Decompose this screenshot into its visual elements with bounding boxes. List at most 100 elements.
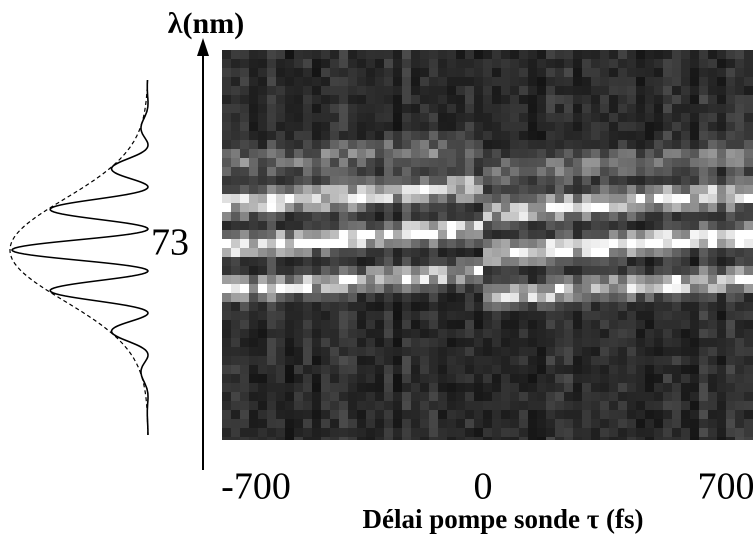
image-pixel: [366, 392, 375, 401]
image-pixel: [312, 86, 321, 95]
image-pixel: [654, 338, 663, 347]
image-pixel: [654, 59, 663, 68]
image-pixel: [528, 284, 537, 293]
image-pixel: [384, 338, 393, 347]
image-pixel: [438, 239, 447, 248]
image-pixel: [393, 158, 402, 167]
image-pixel: [555, 104, 564, 113]
image-pixel: [483, 311, 492, 320]
image-pixel: [726, 230, 735, 239]
image-pixel: [627, 275, 636, 284]
image-pixel: [654, 104, 663, 113]
image-pixel: [258, 437, 267, 440]
image-pixel: [420, 68, 429, 77]
image-pixel: [708, 140, 717, 149]
image-pixel: [240, 383, 249, 392]
image-pixel: [348, 383, 357, 392]
image-pixel: [636, 50, 645, 59]
image-pixel: [654, 257, 663, 266]
image-pixel: [294, 320, 303, 329]
image-pixel: [681, 365, 690, 374]
image-pixel: [411, 365, 420, 374]
image-pixel: [276, 392, 285, 401]
image-pixel: [339, 419, 348, 428]
image-pixel: [726, 131, 735, 140]
image-pixel: [222, 122, 231, 131]
image-pixel: [375, 50, 384, 59]
image-pixel: [744, 95, 753, 104]
image-pixel: [303, 59, 312, 68]
image-pixel: [591, 203, 600, 212]
image-pixel: [573, 284, 582, 293]
image-pixel: [519, 212, 528, 221]
image-pixel: [573, 428, 582, 437]
image-pixel: [474, 185, 483, 194]
image-pixel: [258, 176, 267, 185]
image-pixel: [447, 428, 456, 437]
image-pixel: [681, 59, 690, 68]
image-pixel: [312, 221, 321, 230]
image-pixel: [672, 410, 681, 419]
image-pixel: [744, 257, 753, 266]
image-pixel: [222, 95, 231, 104]
image-pixel: [402, 275, 411, 284]
image-pixel: [600, 122, 609, 131]
image-pixel: [384, 392, 393, 401]
image-pixel: [303, 320, 312, 329]
image-pixel: [240, 338, 249, 347]
image-pixel: [573, 293, 582, 302]
image-pixel: [348, 347, 357, 356]
image-pixel: [510, 131, 519, 140]
image-pixel: [744, 248, 753, 257]
image-pixel: [528, 140, 537, 149]
image-pixel: [627, 131, 636, 140]
image-pixel: [546, 374, 555, 383]
image-pixel: [402, 140, 411, 149]
image-pixel: [492, 311, 501, 320]
image-pixel: [528, 122, 537, 131]
image-pixel: [537, 365, 546, 374]
image-pixel: [708, 212, 717, 221]
image-pixel: [402, 293, 411, 302]
image-pixel: [348, 122, 357, 131]
image-pixel: [501, 176, 510, 185]
image-pixel: [330, 122, 339, 131]
image-pixel: [501, 266, 510, 275]
image-pixel: [681, 86, 690, 95]
image-pixel: [447, 329, 456, 338]
image-pixel: [510, 59, 519, 68]
image-pixel: [294, 77, 303, 86]
image-pixel: [483, 365, 492, 374]
image-pixel: [465, 311, 474, 320]
image-pixel: [258, 239, 267, 248]
image-pixel: [420, 428, 429, 437]
image-pixel: [744, 428, 753, 437]
image-pixel: [375, 158, 384, 167]
image-pixel: [573, 437, 582, 440]
image-pixel: [519, 131, 528, 140]
image-pixel: [474, 257, 483, 266]
image-pixel: [546, 401, 555, 410]
image-pixel: [348, 59, 357, 68]
image-pixel: [267, 50, 276, 59]
image-pixel: [672, 374, 681, 383]
image-pixel: [555, 149, 564, 158]
image-pixel: [492, 113, 501, 122]
image-pixel: [357, 212, 366, 221]
image-pixel: [258, 113, 267, 122]
image-pixel: [249, 347, 258, 356]
image-pixel: [663, 365, 672, 374]
image-pixel: [492, 95, 501, 104]
image-pixel: [636, 257, 645, 266]
image-pixel: [618, 266, 627, 275]
image-pixel: [636, 374, 645, 383]
image-pixel: [375, 86, 384, 95]
image-pixel: [366, 410, 375, 419]
image-pixel: [492, 410, 501, 419]
image-pixel: [699, 140, 708, 149]
image-pixel: [537, 428, 546, 437]
image-pixel: [726, 176, 735, 185]
image-pixel: [717, 158, 726, 167]
image-pixel: [231, 230, 240, 239]
image-pixel: [573, 356, 582, 365]
